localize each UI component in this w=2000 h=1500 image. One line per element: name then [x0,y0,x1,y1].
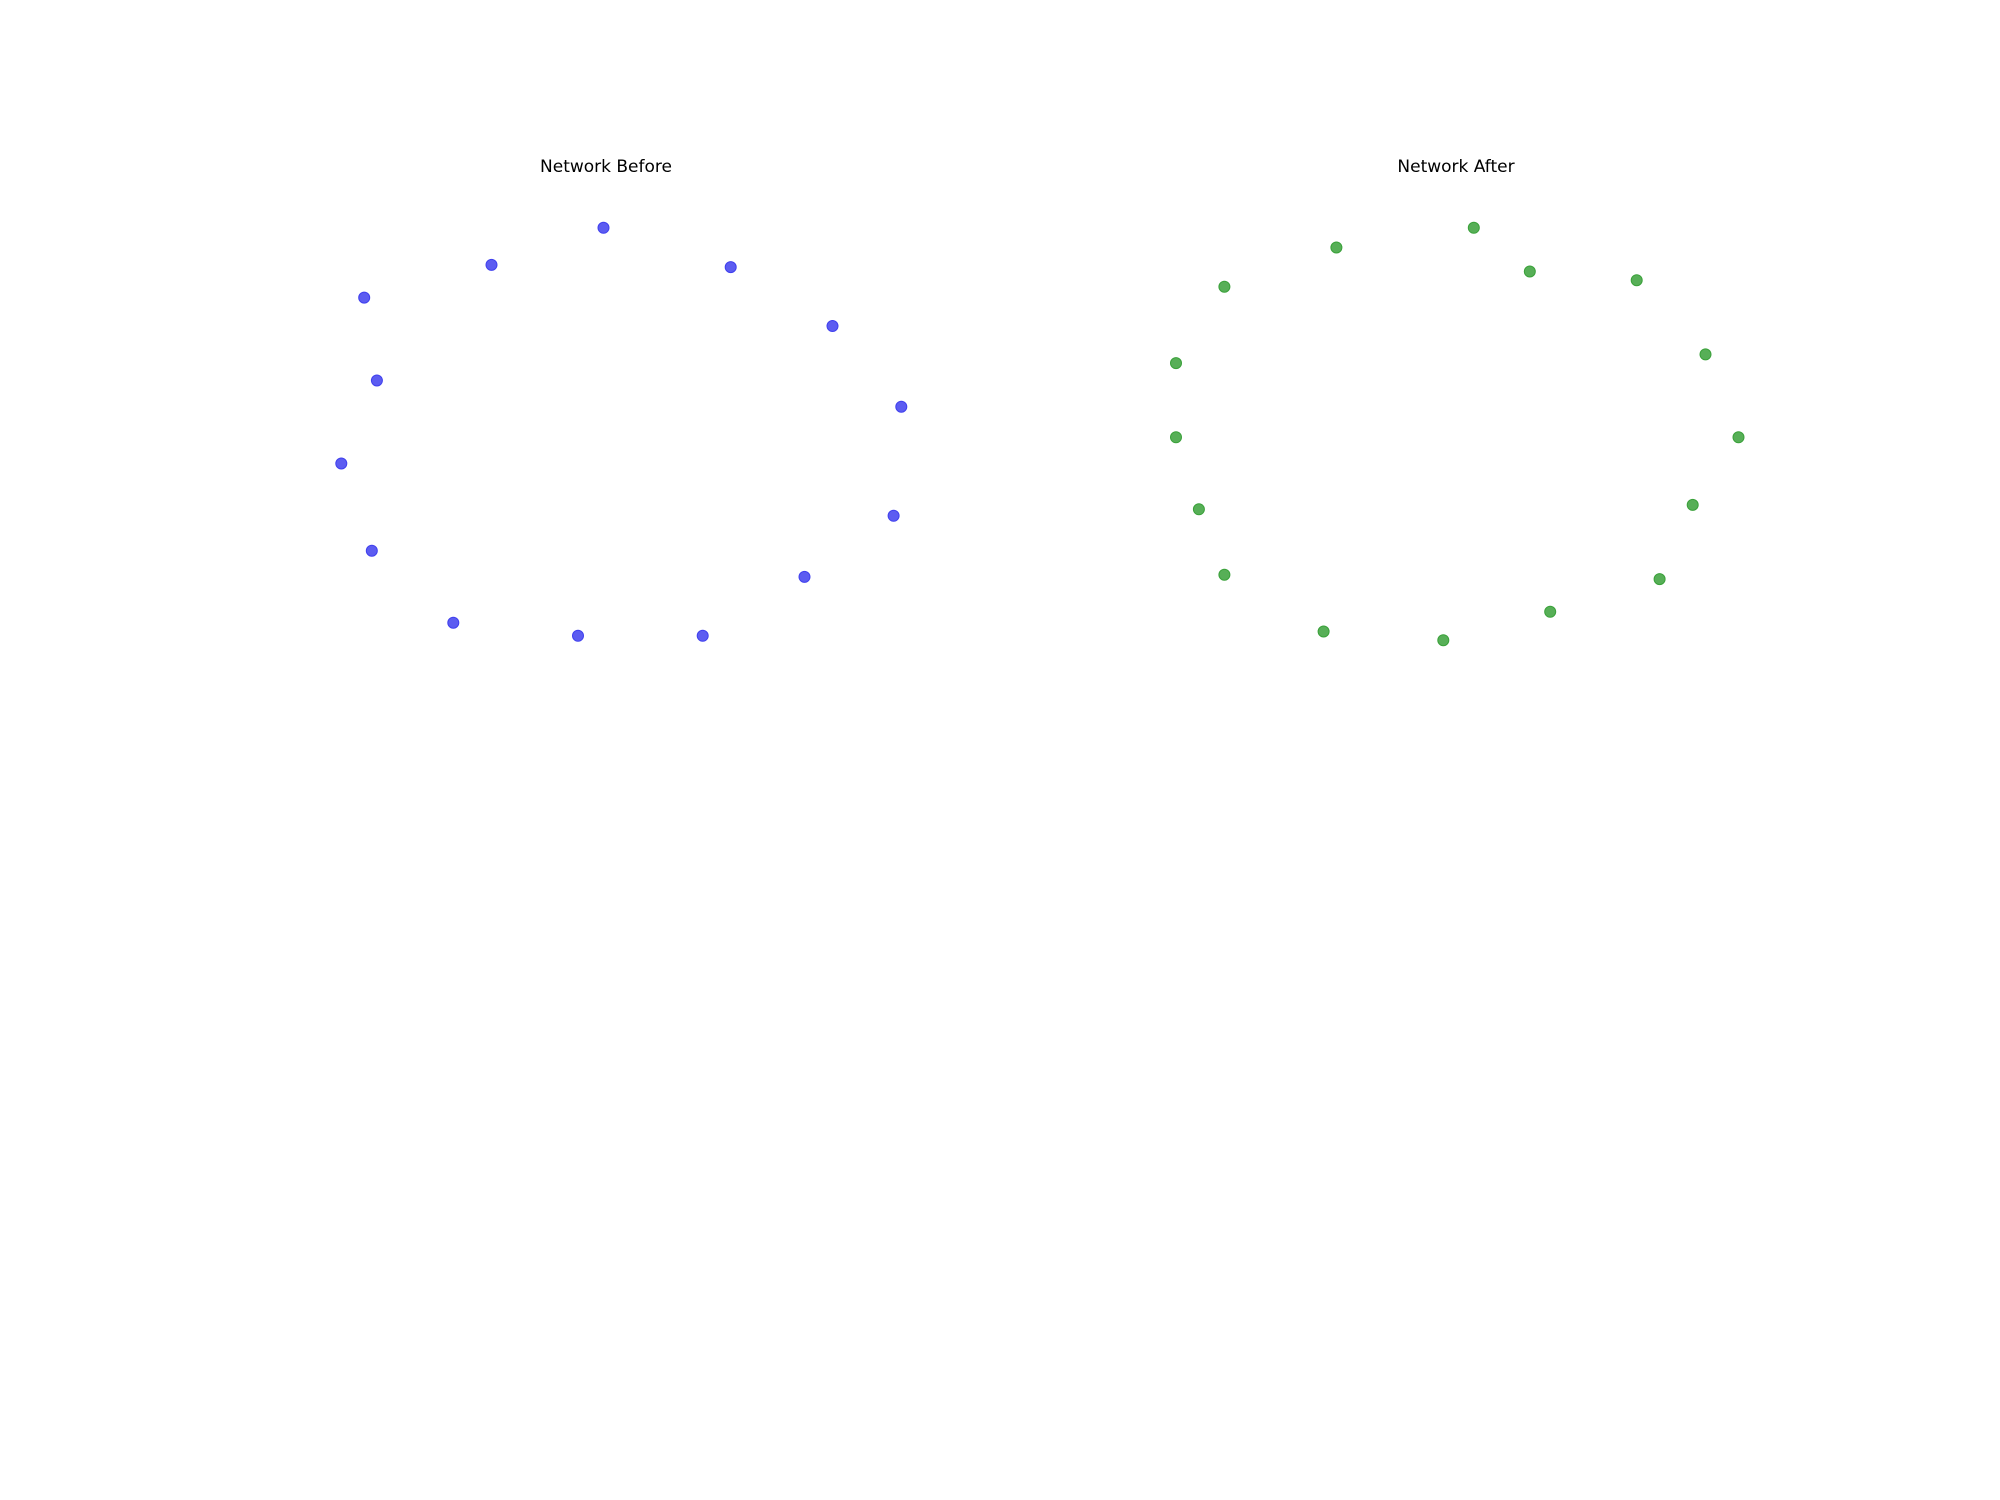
panel-title-network-before: Network Before [540,157,672,177]
node-after-11 [1686,498,1699,511]
node-before-14 [696,629,709,642]
panel-title-network-after: Network After [1397,157,1514,177]
node-before-5 [826,320,839,332]
node-before-2 [485,258,498,271]
node-after-6 [1170,357,1182,370]
panel-network-before: Network Before [335,157,908,642]
node-before-7 [895,400,908,413]
node-after-3 [1523,265,1536,278]
node-before-9 [887,509,900,522]
node-after-2 [1330,241,1343,254]
node-before-1 [597,221,610,234]
node-after-1 [1467,221,1480,234]
nodes-network-before [335,221,908,642]
node-before-4 [358,291,371,304]
node-before-12 [447,616,460,629]
node-after-4 [1218,280,1231,293]
node-after-12 [1218,568,1231,581]
node-after-5 [1630,274,1643,287]
node-after-16 [1544,605,1557,618]
node-before-11 [798,570,811,583]
node-after-14 [1317,625,1330,638]
node-after-7 [1699,348,1712,361]
node-after-15 [1437,634,1450,647]
node-after-8 [1170,431,1182,444]
node-before-13 [572,629,584,642]
node-before-8 [335,457,348,470]
nodes-network-after [1170,221,1745,647]
panel-network-after: Network After [1170,157,1745,647]
node-after-13 [1653,573,1666,586]
node-after-9 [1732,431,1745,444]
node-before-10 [365,544,378,557]
node-before-6 [370,374,383,387]
node-before-3 [724,261,737,274]
node-after-10 [1192,503,1205,516]
